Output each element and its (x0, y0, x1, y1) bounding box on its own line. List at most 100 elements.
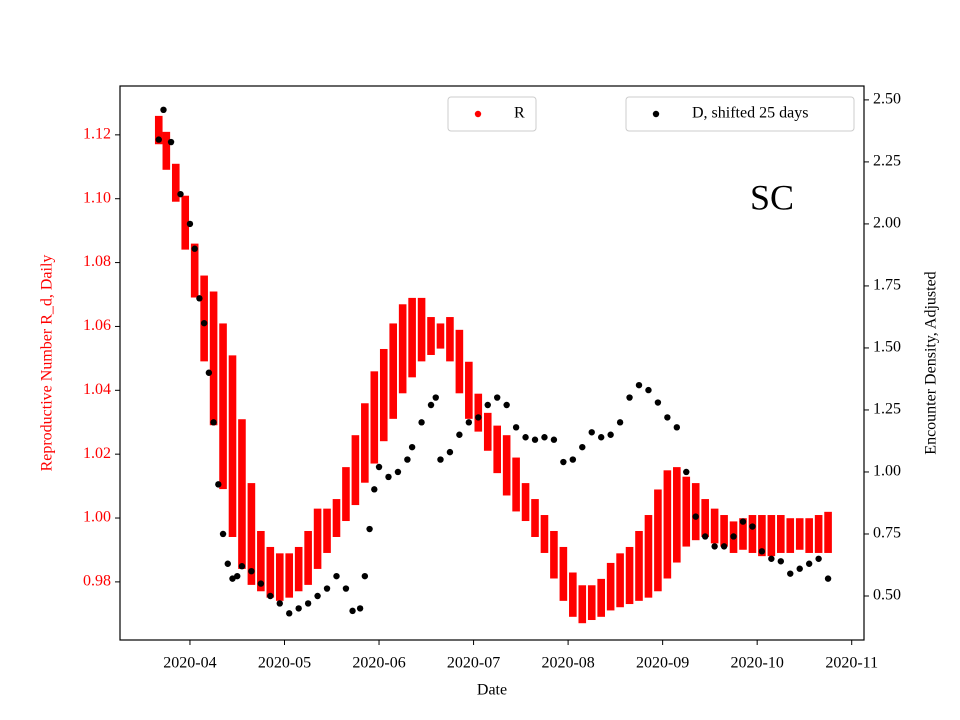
d-point (616, 419, 624, 426)
r-range (154, 115, 163, 145)
y-tick-label: 1.04 (83, 381, 111, 398)
d-point (758, 548, 766, 555)
r-range (597, 578, 605, 617)
d-point (654, 399, 662, 406)
d-point (286, 610, 293, 617)
d-point (626, 394, 633, 401)
y2-tick-label: 1.00 (873, 463, 901, 480)
d-point (224, 560, 231, 567)
d-point (579, 443, 586, 451)
r-range (663, 470, 672, 579)
d-point (522, 434, 529, 441)
d-point (200, 319, 208, 327)
r-range (502, 435, 511, 496)
d-point (768, 555, 775, 562)
r-range (171, 163, 180, 202)
d-point (427, 401, 435, 409)
d-point (333, 572, 340, 580)
r-range (370, 371, 379, 464)
d-point (304, 600, 312, 607)
d-point (385, 473, 392, 481)
y-tick-label: 1.06 (83, 317, 111, 334)
d-point (404, 456, 411, 463)
d-point (314, 592, 321, 600)
d-point (664, 414, 671, 421)
y2-axis-label: Encounter Density, Adjusted (923, 271, 940, 454)
r-range (361, 403, 369, 483)
d-point (475, 414, 482, 421)
r-range (474, 393, 483, 432)
r-range (512, 457, 520, 512)
d-point (560, 458, 567, 466)
y2-tick-label: 1.50 (873, 339, 901, 356)
d-point (493, 394, 501, 401)
r-range (190, 243, 199, 298)
r-range (247, 483, 256, 585)
x-tick-label: 2020-06 (352, 655, 405, 672)
r-range (455, 329, 464, 394)
d-point (484, 401, 491, 409)
y2-tick-label: 0.50 (873, 587, 901, 604)
d-point (167, 138, 175, 146)
d-point (229, 575, 236, 582)
r-range (304, 530, 312, 585)
d-point (155, 136, 162, 143)
d-point (394, 468, 402, 476)
r-range (739, 518, 747, 550)
d-point (512, 424, 520, 431)
x-tick-label: 2020-09 (636, 655, 689, 672)
r-range (795, 518, 804, 550)
r-range (266, 546, 275, 598)
d-point (234, 572, 241, 580)
x-tick-label: 2020-05 (258, 655, 311, 672)
y-tick-label: 1.02 (83, 445, 111, 462)
d-point (205, 369, 213, 376)
d-point (701, 533, 709, 540)
y2-tick-label: 0.75 (873, 525, 901, 542)
r-range (257, 530, 265, 592)
y2-tick-label: 2.50 (873, 91, 901, 108)
d-point (607, 431, 614, 438)
d-point (186, 220, 194, 228)
d-point (550, 436, 558, 443)
d-point (824, 575, 832, 582)
r-range (332, 499, 341, 537)
r-range (398, 304, 407, 394)
d-point (787, 570, 794, 577)
d-point (805, 560, 813, 567)
d-point (749, 523, 756, 530)
d-point (446, 448, 454, 456)
r-range (606, 562, 615, 611)
r-range (219, 323, 227, 490)
annotation: SC (750, 177, 794, 217)
r-range (805, 518, 813, 553)
d-point (248, 567, 255, 575)
x-tick-label: 2020-04 (163, 655, 216, 672)
d-point (361, 572, 369, 580)
r-range (294, 546, 303, 592)
d-point (796, 565, 803, 572)
r-range (342, 467, 350, 522)
d-point (777, 558, 785, 565)
d-point (597, 434, 605, 441)
d-point (418, 419, 425, 426)
y2-tick-label: 2.25 (873, 153, 901, 170)
x-tick-label: 2020-11 (825, 655, 878, 672)
r-range (654, 489, 662, 592)
r-range (275, 553, 284, 601)
d-point (210, 419, 217, 426)
d-point (267, 592, 274, 600)
d-point (177, 190, 184, 198)
r-range (587, 585, 596, 621)
r-range (531, 499, 539, 537)
r-range (691, 483, 700, 541)
r-range (181, 195, 190, 250)
r-range (748, 515, 757, 553)
r-range (351, 435, 360, 506)
r-range (209, 291, 218, 426)
r-range (767, 515, 776, 557)
r-range (417, 297, 426, 362)
d-point (375, 463, 383, 471)
y-tick-label: 0.98 (83, 573, 111, 590)
legend-marker (652, 110, 660, 118)
